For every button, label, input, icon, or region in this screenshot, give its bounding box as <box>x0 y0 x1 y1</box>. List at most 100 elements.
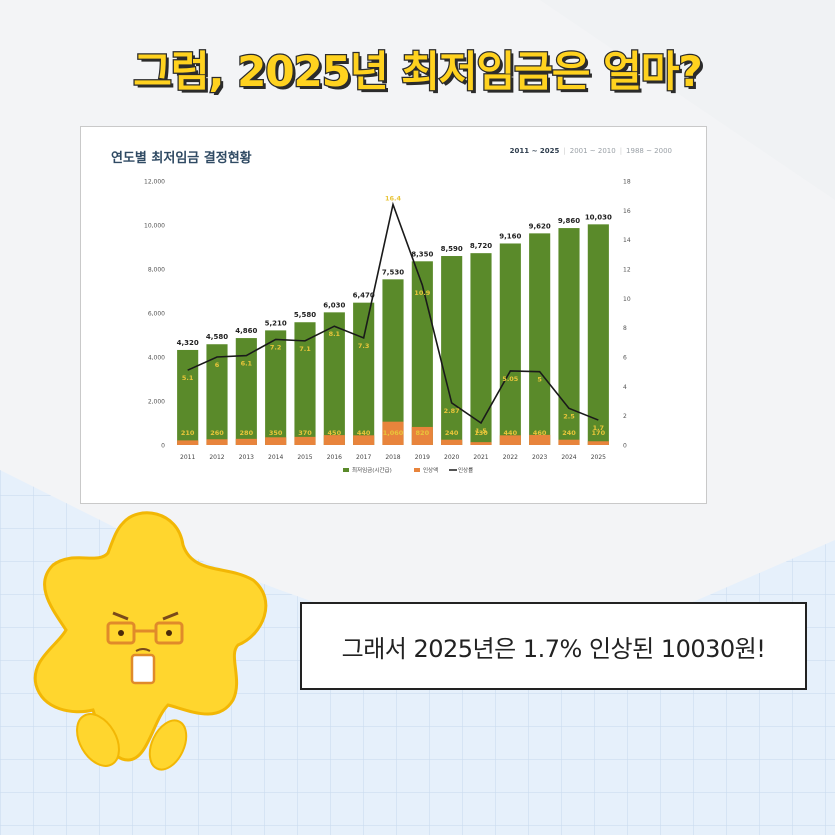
bar-increase <box>294 436 316 445</box>
x-tick-label: 2019 <box>415 454 430 461</box>
increase-data-label: 440 <box>504 429 518 437</box>
increase-data-label: 170 <box>592 429 606 437</box>
increase-data-label: 370 <box>298 429 312 437</box>
y-left-tick-label: 8,000 <box>148 267 165 274</box>
y-right-tick-label: 18 <box>623 179 631 186</box>
rate-data-label: 5.1 <box>182 374 194 382</box>
range-tabs: 2011 ~ 2025 | 2001 ~ 2010 | 1988 ~ 2000 <box>510 147 672 155</box>
bar-increase <box>587 441 609 445</box>
bar-increase <box>353 435 375 445</box>
bar-increase <box>529 434 551 445</box>
bar-wage <box>235 338 257 445</box>
bar-increase <box>265 437 287 445</box>
increase-data-label: 1,060 <box>383 429 404 437</box>
bar-wage <box>353 302 375 445</box>
bar-wage <box>587 224 609 445</box>
wage-data-label: 4,580 <box>206 333 228 341</box>
y-left-tick-label: 12,000 <box>144 179 165 186</box>
rate-data-label: 5.05 <box>502 375 519 383</box>
rate-data-label: 1.5 <box>475 427 487 435</box>
x-tick-label: 2012 <box>209 454 224 461</box>
headline: 그럼, 2025년 최저임금은 얼마? <box>132 46 704 98</box>
increase-data-label: 460 <box>533 429 547 437</box>
y-right-tick-label: 4 <box>623 384 627 391</box>
bar-wage <box>499 243 521 445</box>
bar-wage <box>382 279 404 445</box>
rate-line <box>187 201 599 425</box>
x-tick-label: 2011 <box>180 454 195 461</box>
star-mascot-illustration <box>33 511 268 771</box>
bar-wage <box>265 330 287 445</box>
bar-wage <box>206 344 228 445</box>
wage-data-label: 8,720 <box>470 242 492 250</box>
x-tick-label: 2015 <box>297 454 312 461</box>
bar-wage <box>441 256 463 445</box>
legend-label: 인상률 <box>458 466 473 474</box>
tab-1988-2000[interactable]: 1988 ~ 2000 <box>626 147 672 155</box>
wage-data-label: 5,580 <box>294 311 316 319</box>
y-right-tick-label: 14 <box>623 237 631 244</box>
bar-increase <box>499 435 521 445</box>
increase-data-label: 450 <box>328 429 342 437</box>
wage-data-label: 8,350 <box>411 250 433 258</box>
rate-data-label: 7.1 <box>299 345 311 353</box>
rate-data-label: 5 <box>537 376 542 384</box>
legend-swatch <box>343 468 349 472</box>
wage-data-label: 6,030 <box>323 301 345 309</box>
bar-increase <box>470 442 492 445</box>
rate-data-label: 1.7 <box>593 424 605 432</box>
increase-data-label: 280 <box>240 429 254 437</box>
wage-data-label: 5,210 <box>265 319 287 327</box>
wage-data-label: 9,160 <box>499 232 521 240</box>
bar-increase <box>206 439 228 445</box>
x-tick-label: 2023 <box>532 454 547 461</box>
y-right-tick-label: 10 <box>623 296 631 303</box>
wage-data-label: 9,860 <box>558 217 580 225</box>
y-left-tick-label: 4,000 <box>148 355 165 362</box>
wage-data-label: 4,320 <box>177 339 199 347</box>
wage-data-label: 4,860 <box>235 327 257 335</box>
rate-data-label: 6 <box>215 361 220 369</box>
chart-card: 0 2,000 4,000 6,000 8,000 10,000 12,000 0 2 4 6 8 10… <box>80 126 707 504</box>
y-right-tick-label: 8 <box>623 325 627 332</box>
increase-data-label: 820 <box>416 429 430 437</box>
legend-swatch <box>414 468 420 472</box>
increase-data-label: 440 <box>357 429 371 437</box>
bar-increase <box>177 440 199 445</box>
wage-data-label: 8,590 <box>441 245 463 253</box>
x-tick-label: 2014 <box>268 454 283 461</box>
tab-2011-2025[interactable]: 2011 ~ 2025 <box>509 147 560 155</box>
x-tick-label: 2013 <box>239 454 254 461</box>
tab-separator: | <box>563 147 566 155</box>
increase-data-label: 240 <box>562 429 576 437</box>
increase-data-label: 130 <box>474 429 488 437</box>
bar-increase <box>235 438 257 445</box>
bar-wage <box>529 233 551 445</box>
tab-2001-2010[interactable]: 2001 ~ 2010 <box>569 147 616 155</box>
y-right-tick-label: 16 <box>623 208 631 215</box>
bar-increase <box>382 421 404 445</box>
y-right-tick-label: 12 <box>623 267 631 274</box>
rate-data-label: 2.5 <box>563 412 575 420</box>
bar-increase <box>558 439 580 445</box>
increase-data-label: 240 <box>445 429 459 437</box>
rate-data-label: 6.1 <box>241 360 253 368</box>
bar-wage <box>323 312 345 445</box>
x-tick-label: 2018 <box>385 454 400 461</box>
y-left-tick-label: 0 <box>161 443 165 450</box>
wage-data-label: 9,620 <box>529 222 551 230</box>
rate-data-label: 8.1 <box>329 330 341 338</box>
bar-wage <box>558 228 580 445</box>
x-tick-label: 2022 <box>503 454 518 461</box>
x-tick-label: 2021 <box>473 454 488 461</box>
bar-wage <box>177 349 199 445</box>
x-tick-label: 2020 <box>444 454 459 461</box>
rate-data-label: 16.4 <box>385 194 402 202</box>
chart-title: 연도별 최저임금 결정현황 <box>111 151 252 166</box>
bar-increase <box>441 439 463 445</box>
x-tick-label: 2024 <box>561 454 576 461</box>
wage-data-label: 7,530 <box>382 268 404 276</box>
legend-label: 인상액 <box>423 466 438 474</box>
y-left-tick-label: 2,000 <box>148 399 165 406</box>
minimum-wage-chart: 0 2,000 4,000 6,000 8,000 10,000 12,000 0 2 4 6 8 10… <box>144 179 631 475</box>
